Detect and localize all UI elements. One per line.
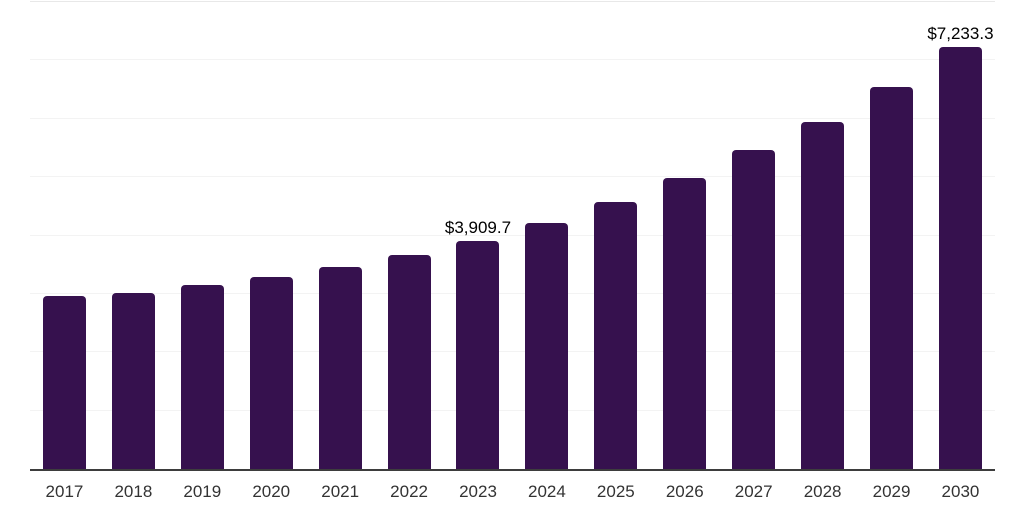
bar-slot-2028 xyxy=(788,2,857,469)
bar-slot-2029 xyxy=(857,2,926,469)
x-axis-label-2029: 2029 xyxy=(872,482,911,501)
bar-2017 xyxy=(42,296,86,469)
bar-slot-2021 xyxy=(306,2,375,469)
bar-slot-2017 xyxy=(30,2,99,469)
bar-slot-2030: $7,233.3 xyxy=(926,2,995,469)
x-axis-label-2027: 2027 xyxy=(734,482,773,501)
bar-slot-2026 xyxy=(650,2,719,469)
bar-slot-2020 xyxy=(237,2,306,469)
bar-2030 xyxy=(938,46,982,469)
x-axis-label-2026: 2026 xyxy=(665,482,704,501)
bar-2027 xyxy=(732,150,776,469)
gridline-5000 xyxy=(30,176,995,178)
x-axis-label-2020: 2020 xyxy=(252,482,291,501)
bar-slot-2024 xyxy=(512,2,581,469)
bar-2028 xyxy=(801,121,845,469)
gridline-6000 xyxy=(30,117,995,119)
bar-2020 xyxy=(249,277,293,469)
x-axis-label-2022: 2022 xyxy=(390,482,428,501)
bar-2021 xyxy=(318,266,362,469)
bar-value-label-2030: $7,233.3 xyxy=(927,23,994,43)
bar-2029 xyxy=(870,87,914,469)
bar-slot-2023: $3,909.7 xyxy=(444,2,513,469)
bar-series: $3,909.7 $7,233.3 xyxy=(30,2,995,469)
bar-2026 xyxy=(663,178,707,469)
bar-value-label-2023: $3,909.7 xyxy=(444,217,512,237)
bar-slot-2025 xyxy=(581,2,650,469)
bar-2022 xyxy=(387,255,431,469)
x-axis-label-2030: 2030 xyxy=(941,482,980,501)
x-axis-label-2018: 2018 xyxy=(114,482,153,501)
bar-2024 xyxy=(525,222,569,469)
plot-area: $3,909.7 $7,233.3 xyxy=(30,1,995,471)
bar-slot-2027 xyxy=(719,2,788,469)
bar-2018 xyxy=(111,292,155,469)
bar-slot-2019 xyxy=(168,2,237,469)
gridline-3000 xyxy=(30,292,995,294)
x-axis-label-2028: 2028 xyxy=(803,482,842,501)
x-axis: 2017 2018 2019 2020 2021 2022 2023 2024 2025 2026… xyxy=(30,471,995,512)
x-axis-label-2019: 2019 xyxy=(183,482,222,501)
bar-2019 xyxy=(180,284,224,469)
x-axis-label-2023: 2023 xyxy=(459,482,497,501)
bar-slot-2018 xyxy=(99,2,168,469)
bar-2025 xyxy=(594,202,638,469)
gridline-2000 xyxy=(30,351,995,353)
bar-slot-2022 xyxy=(375,2,444,469)
gridline-4000 xyxy=(30,234,995,236)
gridline-1000 xyxy=(30,409,995,411)
gridline-7000 xyxy=(30,59,995,61)
x-axis-label-2017: 2017 xyxy=(45,482,84,501)
x-axis-label-2021: 2021 xyxy=(321,482,360,501)
x-axis-label-2024: 2024 xyxy=(528,482,566,501)
bar-2023 xyxy=(456,240,500,469)
x-axis-label-2025: 2025 xyxy=(596,482,635,501)
